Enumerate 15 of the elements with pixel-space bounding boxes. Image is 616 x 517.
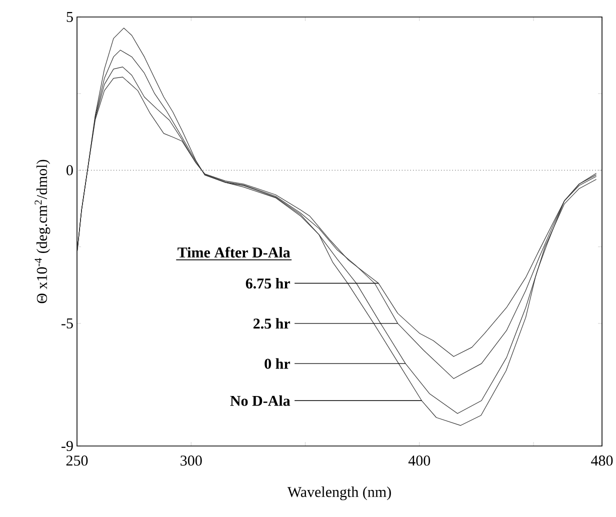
annotation: 2.5 hr — [253, 318, 290, 329]
annotation: 6.75 hr — [246, 278, 290, 289]
y-tick-label: 0 — [66, 165, 73, 176]
annotation: No D-Ala — [230, 395, 290, 406]
y-tick-label: -9 — [62, 440, 73, 452]
legend-title: Time After D-Ala — [178, 246, 290, 258]
x-axis-title: Wavelength (nm) — [287, 486, 391, 500]
x-tick-label: 480 — [591, 456, 613, 466]
y-tick-label: -5 — [62, 318, 73, 328]
y-axis-title: Θ x10$^{-4}$ (deg.cm$^{2}$/dmol) — [34, 160, 50, 304]
y-tick-label: 5 — [66, 12, 73, 22]
x-tick-label: 300 — [180, 456, 202, 466]
x-tick-label: 400 — [408, 456, 430, 466]
annotation: 0 hr — [264, 358, 290, 369]
x-tick-label: 250 — [66, 456, 88, 466]
